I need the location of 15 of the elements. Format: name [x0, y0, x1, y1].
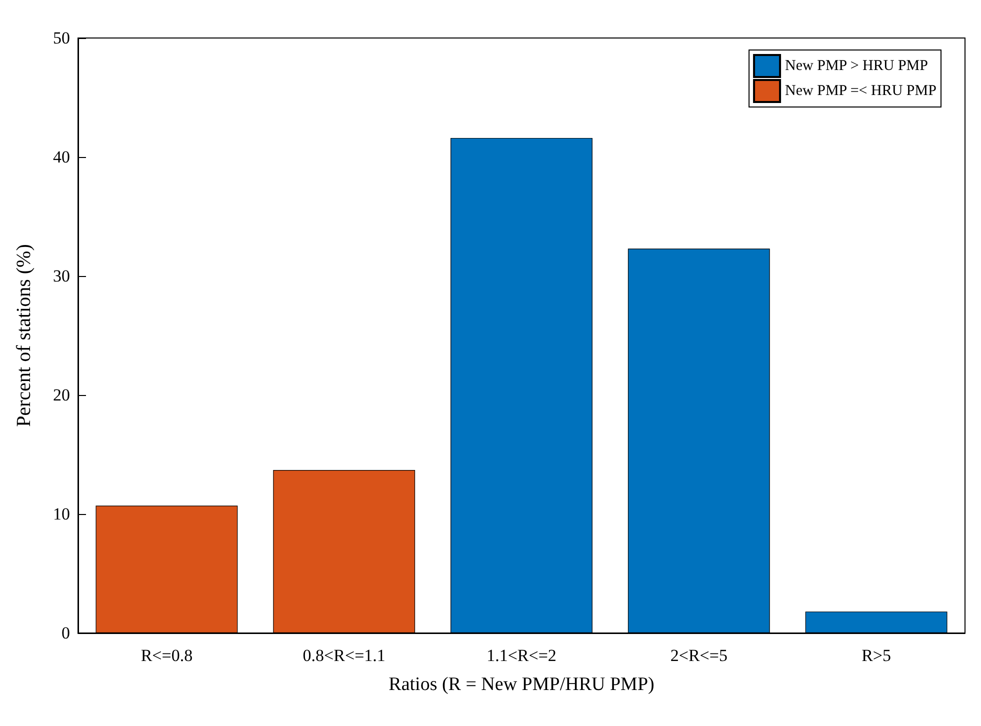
x-tick-label: R>5	[862, 646, 892, 665]
y-tick-label: 10	[53, 504, 70, 524]
y-tick-label: 30	[53, 266, 70, 286]
legend-label: New PMP =< HRU PMP	[785, 83, 936, 99]
x-axis-title: Ratios (R = New PMP/HRU PMP)	[388, 674, 654, 695]
y-tick-label: 0	[62, 624, 70, 642]
x-tick-label: 1.1<R<=2	[486, 646, 556, 665]
x-tick-label: 2<R<=5	[670, 646, 728, 665]
legend-label: New PMP > HRU PMP	[785, 58, 928, 74]
x-tick-label: 0.8<R<=1.1	[302, 646, 386, 665]
y-tick-label: 20	[53, 386, 70, 404]
y-tick-label: 40	[53, 148, 70, 166]
y-axis-title: Percent of stations (%)	[13, 244, 35, 427]
x-tick-label: R<=0.8	[140, 646, 193, 665]
y-tick-label: 50	[53, 28, 70, 48]
